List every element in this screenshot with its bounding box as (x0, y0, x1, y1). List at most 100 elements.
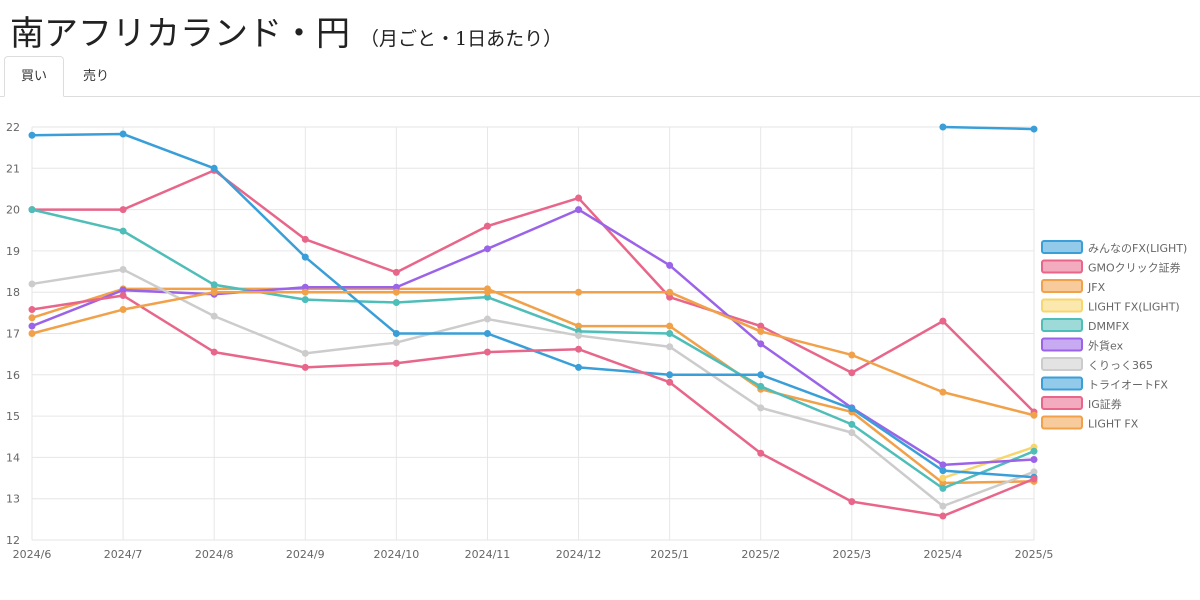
data-point (210, 288, 218, 296)
data-point (666, 378, 674, 386)
legend-label: トライオートFX (1088, 379, 1168, 392)
data-point (483, 245, 491, 253)
data-point (939, 388, 947, 396)
series-line (31, 208, 1035, 467)
data-point (666, 371, 674, 379)
legend-swatch (1041, 396, 1083, 410)
legend-swatch (1041, 337, 1083, 352)
data-point (666, 343, 674, 351)
data-point (28, 306, 36, 314)
x-tick-label: 2025/1 (650, 548, 689, 561)
data-point (392, 299, 400, 307)
data-point (119, 292, 127, 300)
x-tick-label: 2024/12 (556, 548, 602, 561)
data-point (392, 359, 400, 367)
data-point (392, 330, 400, 337)
data-point (1030, 411, 1038, 419)
data-point (575, 363, 583, 371)
series-1 (28, 166, 1038, 416)
x-tick-label: 2025/5 (1015, 548, 1054, 561)
series-line (31, 287, 1035, 485)
x-tick-label: 2024/9 (286, 548, 325, 561)
data-point (757, 327, 765, 335)
x-tick-label: 2025/3 (832, 548, 871, 561)
legend-label: IG証券 (1088, 397, 1122, 411)
data-point (119, 206, 127, 214)
data-point (392, 288, 400, 296)
data-point (210, 348, 218, 356)
data-point (848, 405, 856, 413)
data-point (575, 288, 583, 296)
data-point (483, 222, 491, 230)
series-line (31, 132, 1035, 479)
series-line (32, 169, 1035, 413)
data-point (757, 404, 765, 412)
data-point (939, 484, 947, 492)
tab-buy[interactable]: 買い (4, 56, 65, 97)
y-tick-label: 15 (6, 410, 20, 423)
legend-label: LIGHT FX (1088, 418, 1139, 431)
tab-sell[interactable]: 売り (83, 69, 110, 84)
y-tick-label: 14 (6, 451, 20, 464)
data-point (848, 498, 856, 506)
data-point (757, 382, 765, 390)
series-5 (28, 206, 1038, 469)
series-9 (28, 288, 1038, 419)
page-title: 南アフリカランド・円 (10, 14, 350, 54)
legend-swatch (1041, 318, 1083, 332)
legend-label: くりっく365 (1088, 359, 1153, 372)
data-point (666, 322, 674, 330)
series-line (31, 268, 1035, 508)
legend-label: 外貨ex (1088, 339, 1124, 353)
data-point (757, 371, 765, 379)
x-tick-label: 2024/11 (465, 548, 511, 561)
y-tick-label: 13 (6, 493, 20, 506)
data-point (301, 349, 309, 357)
legend: みんなのFX(LIGHT) GMOクリック証券 JFX LIGHT FX(LIGHT)… (1041, 240, 1187, 431)
x-tick-label: 2024/6 (13, 548, 52, 561)
line-chart: 12 13 14 15 16 17 18 19 20 21 22 2024/6 2024/7 2024/8… (6, 121, 1187, 561)
data-point (848, 369, 856, 377)
data-point (939, 123, 947, 131)
data-point (1030, 455, 1038, 463)
data-point (392, 339, 400, 347)
data-point (848, 420, 856, 428)
data-point (483, 348, 491, 356)
data-point (28, 131, 36, 139)
data-point (939, 474, 947, 482)
y-tick-label: 17 (6, 328, 20, 341)
series-4 (28, 206, 1038, 492)
y-tick-label: 18 (6, 286, 20, 299)
data-point (1030, 475, 1038, 483)
data-point (301, 363, 309, 371)
series-2 (28, 285, 1038, 487)
data-point (301, 296, 309, 304)
series-line (31, 208, 1035, 490)
data-point (939, 502, 947, 510)
legend-label: DMMFX (1088, 320, 1130, 333)
data-point (119, 306, 127, 314)
page-title-row: 南アフリカランド・円 （月ごと・1日あたり） (10, 6, 562, 56)
data-point (666, 330, 674, 337)
y-tick-label: 21 (6, 162, 20, 175)
data-point (28, 322, 36, 330)
legend-swatch (1041, 415, 1083, 430)
series-6 (28, 265, 1038, 510)
data-point (28, 280, 36, 288)
data-point (210, 312, 218, 320)
data-point (119, 130, 127, 138)
legend-swatch (1041, 357, 1083, 371)
data-point (210, 164, 218, 172)
data-point (119, 227, 127, 235)
data-point (575, 206, 583, 214)
data-point (28, 330, 36, 337)
data-point (939, 512, 947, 520)
data-point (301, 235, 309, 243)
legend-swatch (1041, 240, 1083, 254)
data-point (483, 288, 491, 296)
data-point (666, 288, 674, 296)
x-tick-label: 2025/4 (924, 548, 963, 561)
data-point (483, 330, 491, 337)
data-point (575, 194, 583, 202)
series-line (31, 294, 1035, 518)
